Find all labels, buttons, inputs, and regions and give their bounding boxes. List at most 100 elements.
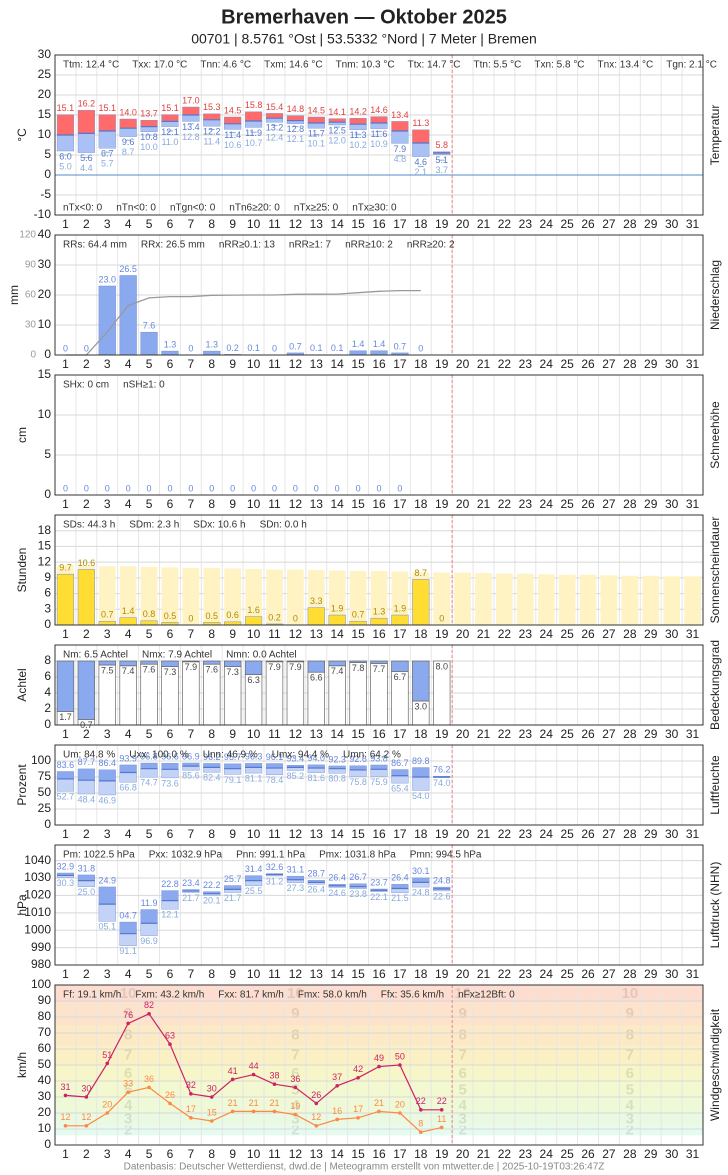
wind-point (377, 1064, 381, 1069)
value-label: 5.7 (101, 159, 114, 169)
value-label: 12.1 (287, 134, 305, 144)
value-label: 74.7 (140, 778, 158, 788)
x-tick-label: 30 (665, 497, 679, 511)
box-lower (412, 882, 430, 888)
x-tick-label: 31 (686, 357, 700, 371)
value-label: 7.3 (226, 667, 239, 677)
stat: Ttm: 12.4 °C (63, 60, 119, 71)
value-label: 0 (188, 483, 193, 493)
x-tick-label: 12 (289, 827, 303, 841)
beaufort-label: 7 (291, 1046, 299, 1063)
value-label: 3.7 (435, 165, 448, 175)
value-label: 25.0 (78, 887, 96, 897)
x-tick-label: 6 (167, 497, 174, 511)
value-label: 1.6 (247, 605, 260, 615)
x-tick-label: 17 (393, 827, 407, 841)
value-label: 12.8 (182, 132, 200, 142)
stat: Nmx: 7.9 Achtel (142, 650, 212, 661)
y-tick-label: 0 (44, 717, 51, 731)
value-label: 76 (123, 1010, 133, 1020)
value-label: 28.7 (308, 869, 326, 879)
bar (370, 571, 388, 625)
value-label: 10.1 (308, 139, 326, 149)
value-label: 12 (81, 1112, 91, 1122)
beaufort-label: 6 (291, 1065, 299, 1082)
x-tick-label: 17 (393, 967, 407, 981)
clear-sky-bar (244, 660, 263, 675)
stat: nTx≥30: 0 (352, 203, 397, 214)
value-label: 7.4 (122, 666, 135, 676)
box-upper (119, 118, 137, 129)
wind-point (147, 1012, 151, 1016)
value-label: 8 (418, 1119, 423, 1129)
value-label: 81.6 (308, 773, 326, 783)
y-tick-label: 60 (38, 1041, 52, 1055)
panel-frame (54, 234, 704, 356)
value-label: 96.6 (161, 752, 179, 762)
y-tick-label: 1000 (24, 922, 51, 936)
value-label: 14.5 (308, 105, 326, 115)
y-tick-label: 0 (44, 1137, 51, 1151)
bar (621, 575, 639, 625)
y-tick-label: 70 (38, 1025, 52, 1039)
value-label: 17 (186, 1104, 196, 1114)
panel-title: Temperatur (708, 105, 722, 166)
x-tick-label: 19 (435, 627, 449, 641)
value-label: 0 (418, 343, 423, 353)
y2-tick-label: 0 (30, 350, 36, 361)
y-tick-label: 90 (38, 993, 52, 1007)
x-tick-label: 2 (83, 1147, 90, 1161)
x-tick-label: 27 (602, 1147, 616, 1161)
beaufort-label: 7 (626, 1046, 634, 1063)
value-label: 89.8 (412, 756, 430, 766)
value-label: 11.4 (203, 137, 220, 147)
stat: Pnn: 991.1 hPa (236, 850, 305, 861)
x-tick-label: 30 (665, 827, 679, 841)
x-tick-label: 24 (540, 727, 554, 741)
value-label: 12.0 (328, 135, 346, 145)
x-tick-label: 12 (289, 1147, 303, 1161)
x-tick-label: 23 (519, 967, 533, 981)
stat: SHx: 0 cm (63, 380, 109, 391)
bar (119, 275, 137, 356)
value-label: 65.4 (391, 784, 409, 794)
value-label: 92.3 (328, 754, 346, 764)
x-tick-label: 8 (208, 217, 215, 231)
value-label: 14.5 (224, 105, 242, 115)
x-tick-label: 6 (167, 1147, 174, 1161)
x-tick-label: 26 (581, 497, 595, 511)
x-tick-label: 1 (62, 357, 69, 371)
x-tick-label: 18 (414, 827, 428, 841)
value-label: 73.6 (161, 778, 179, 788)
stat: SDx: 10.6 h (193, 520, 245, 531)
box-lower (224, 768, 242, 775)
box-upper (98, 769, 116, 782)
panel-frame (54, 514, 704, 626)
stat: Nm: 6.5 Achtel (63, 650, 128, 661)
value-label: 12 (60, 1112, 70, 1122)
x-tick-label: 7 (188, 497, 195, 511)
bar (224, 568, 242, 625)
clear-sky-bar (391, 660, 409, 672)
x-tick-label: 21 (477, 967, 491, 981)
value-label: 10.8 (140, 132, 158, 142)
value-label: 0 (314, 483, 319, 493)
value-label: 10.0 (140, 142, 158, 152)
value-label: 51 (102, 1050, 112, 1060)
x-tick-label: 8 (208, 357, 215, 371)
bar (182, 567, 200, 625)
y-tick-label: 30 (38, 47, 52, 61)
box-lower (349, 123, 367, 130)
bar (244, 616, 263, 626)
box-upper (391, 884, 409, 889)
x-tick-label: 11 (268, 967, 281, 981)
box-lower (391, 775, 409, 784)
x-tick-label: 9 (229, 727, 236, 741)
wind-point (335, 1117, 339, 1122)
value-label: 10.2 (349, 140, 367, 150)
value-label: 0 (397, 483, 402, 493)
x-tick-label: 7 (188, 827, 195, 841)
value-label: 0 (293, 613, 298, 623)
value-label: 0 (188, 343, 193, 353)
beaufort-label: 5 (124, 1082, 132, 1099)
